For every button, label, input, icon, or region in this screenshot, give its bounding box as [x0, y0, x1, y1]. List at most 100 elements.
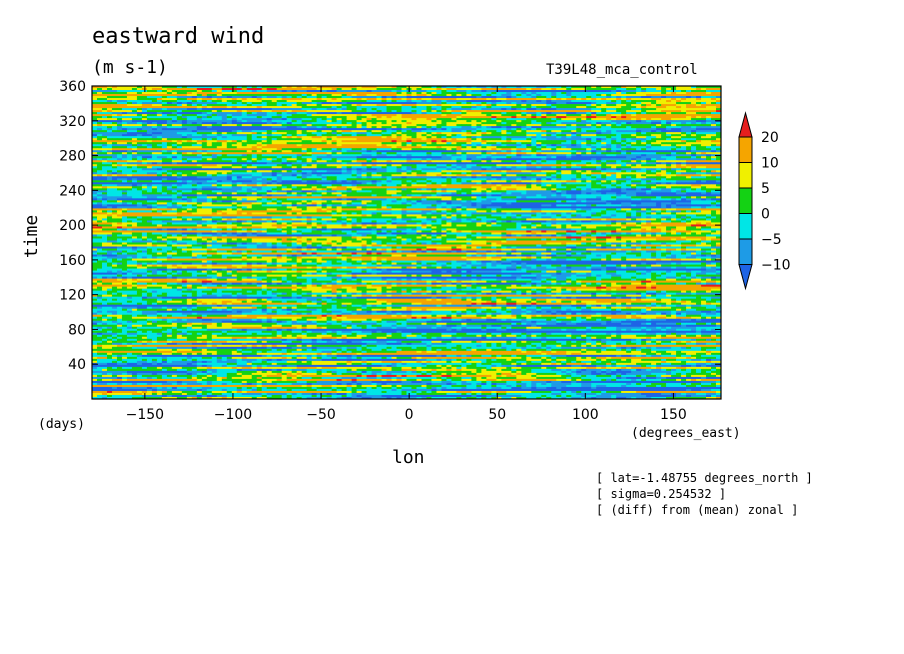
- heatmap-cell: [231, 122, 238, 125]
- heatmap-cell: [256, 116, 263, 119]
- heatmap-cell: [526, 130, 532, 133]
- heatmap-cell: [301, 110, 308, 113]
- heatmap-cell: [686, 156, 692, 159]
- heatmap-cell: [696, 156, 702, 159]
- heatmap-cell: [706, 136, 712, 139]
- heatmap-cell: [101, 92, 108, 95]
- heatmap-cell: [606, 152, 612, 155]
- heatmap-cell: [356, 134, 362, 137]
- heatmap-cell: [241, 152, 248, 155]
- heatmap-cell: [676, 88, 682, 91]
- heatmap-cell: [606, 156, 612, 159]
- heatmap-cell: [581, 100, 587, 103]
- heatmap-cell: [436, 106, 442, 109]
- heatmap-cell: [171, 160, 178, 163]
- heatmap-cell: [491, 144, 497, 147]
- heatmap-cell: [141, 120, 148, 123]
- heatmap-cell: [536, 146, 542, 149]
- heatmap-cell: [291, 156, 298, 159]
- heatmap-cell: [506, 148, 512, 151]
- heatmap-cell: [221, 156, 228, 159]
- heatmap-cell: [701, 126, 707, 129]
- heatmap-cell: [576, 154, 582, 157]
- heatmap-cell: [346, 112, 352, 115]
- heatmap-cell: [336, 114, 342, 117]
- heatmap-cell: [111, 116, 118, 119]
- heatmap-cell: [411, 114, 417, 117]
- heatmap-cell: [496, 132, 502, 135]
- heatmap-cell: [631, 118, 637, 121]
- heatmap-cell: [406, 112, 412, 115]
- heatmap-cell: [376, 144, 382, 147]
- heatmap-cell: [166, 100, 173, 103]
- heatmap-cell: [311, 140, 318, 143]
- heatmap-cell: [676, 116, 682, 119]
- heatmap-cell: [216, 138, 223, 141]
- heatmap-cell: [676, 134, 682, 137]
- heatmap-cell: [516, 162, 522, 165]
- heatmap-cell: [701, 102, 707, 105]
- heatmap-cell: [261, 98, 268, 101]
- heatmap-cell: [371, 98, 377, 101]
- heatmap-cell: [186, 86, 193, 89]
- heatmap-cell: [701, 106, 707, 109]
- heatmap-cell: [371, 90, 377, 93]
- heatmap-cell: [656, 160, 662, 163]
- heatmap-cell: [431, 86, 437, 89]
- heatmap-cell: [281, 108, 288, 111]
- heatmap-cell: [436, 140, 442, 143]
- heatmap-cell: [221, 132, 228, 135]
- heatmap-cell: [281, 94, 288, 97]
- heatmap-cell: [216, 102, 223, 105]
- heatmap-cell: [476, 146, 482, 149]
- heatmap-cell: [136, 108, 143, 111]
- heatmap-cell: [641, 88, 647, 91]
- heatmap-cell: [156, 126, 163, 129]
- heatmap-cell: [331, 136, 338, 139]
- heatmap-cell: [391, 118, 397, 121]
- heatmap-cell: [451, 136, 457, 139]
- heatmap-cell: [271, 86, 278, 89]
- heatmap-cell: [666, 104, 672, 107]
- heatmap-cell: [421, 86, 427, 89]
- heatmap-cell: [706, 134, 712, 137]
- heatmap-cell: [336, 88, 342, 91]
- heatmap-cell: [481, 152, 487, 155]
- heatmap-cell: [196, 138, 203, 141]
- heatmap-cell: [321, 108, 328, 111]
- heatmap-cell: [446, 154, 452, 157]
- heatmap-cell: [276, 132, 283, 135]
- heatmap-cell: [441, 128, 447, 131]
- heatmap-cell: [96, 92, 103, 95]
- heatmap-cell: [656, 144, 662, 147]
- heatmap-cell: [96, 150, 103, 153]
- heatmap-cell: [546, 160, 552, 163]
- heatmap-cell: [121, 88, 128, 91]
- heatmap-cell: [261, 96, 268, 99]
- heatmap-cell: [271, 92, 278, 95]
- heatmap-cell: [636, 124, 642, 127]
- heatmap-cell: [496, 150, 502, 153]
- heatmap-cell: [236, 114, 243, 117]
- heatmap-cell: [621, 122, 627, 125]
- heatmap-cell: [281, 114, 288, 117]
- heatmap-cell: [326, 96, 333, 99]
- heatmap-cell: [436, 100, 442, 103]
- heatmap-cell: [301, 104, 308, 107]
- heatmap-cell: [326, 104, 333, 107]
- heatmap-cell: [281, 138, 288, 141]
- heatmap-cell: [536, 138, 542, 141]
- heatmap-cell: [536, 86, 542, 89]
- heatmap-cell: [466, 164, 472, 167]
- heatmap-cell: [411, 162, 417, 165]
- heatmap-cell: [496, 130, 502, 133]
- heatmap-cell: [121, 118, 128, 121]
- heatmap-cell: [146, 100, 153, 103]
- heatmap-cell: [686, 160, 692, 163]
- heatmap-cell: [321, 88, 328, 91]
- heatmap-cell: [416, 106, 422, 109]
- heatmap-cell: [251, 152, 258, 155]
- heatmap-cell: [376, 160, 382, 163]
- heatmap-cell: [586, 88, 592, 91]
- heatmap-cell: [221, 108, 228, 111]
